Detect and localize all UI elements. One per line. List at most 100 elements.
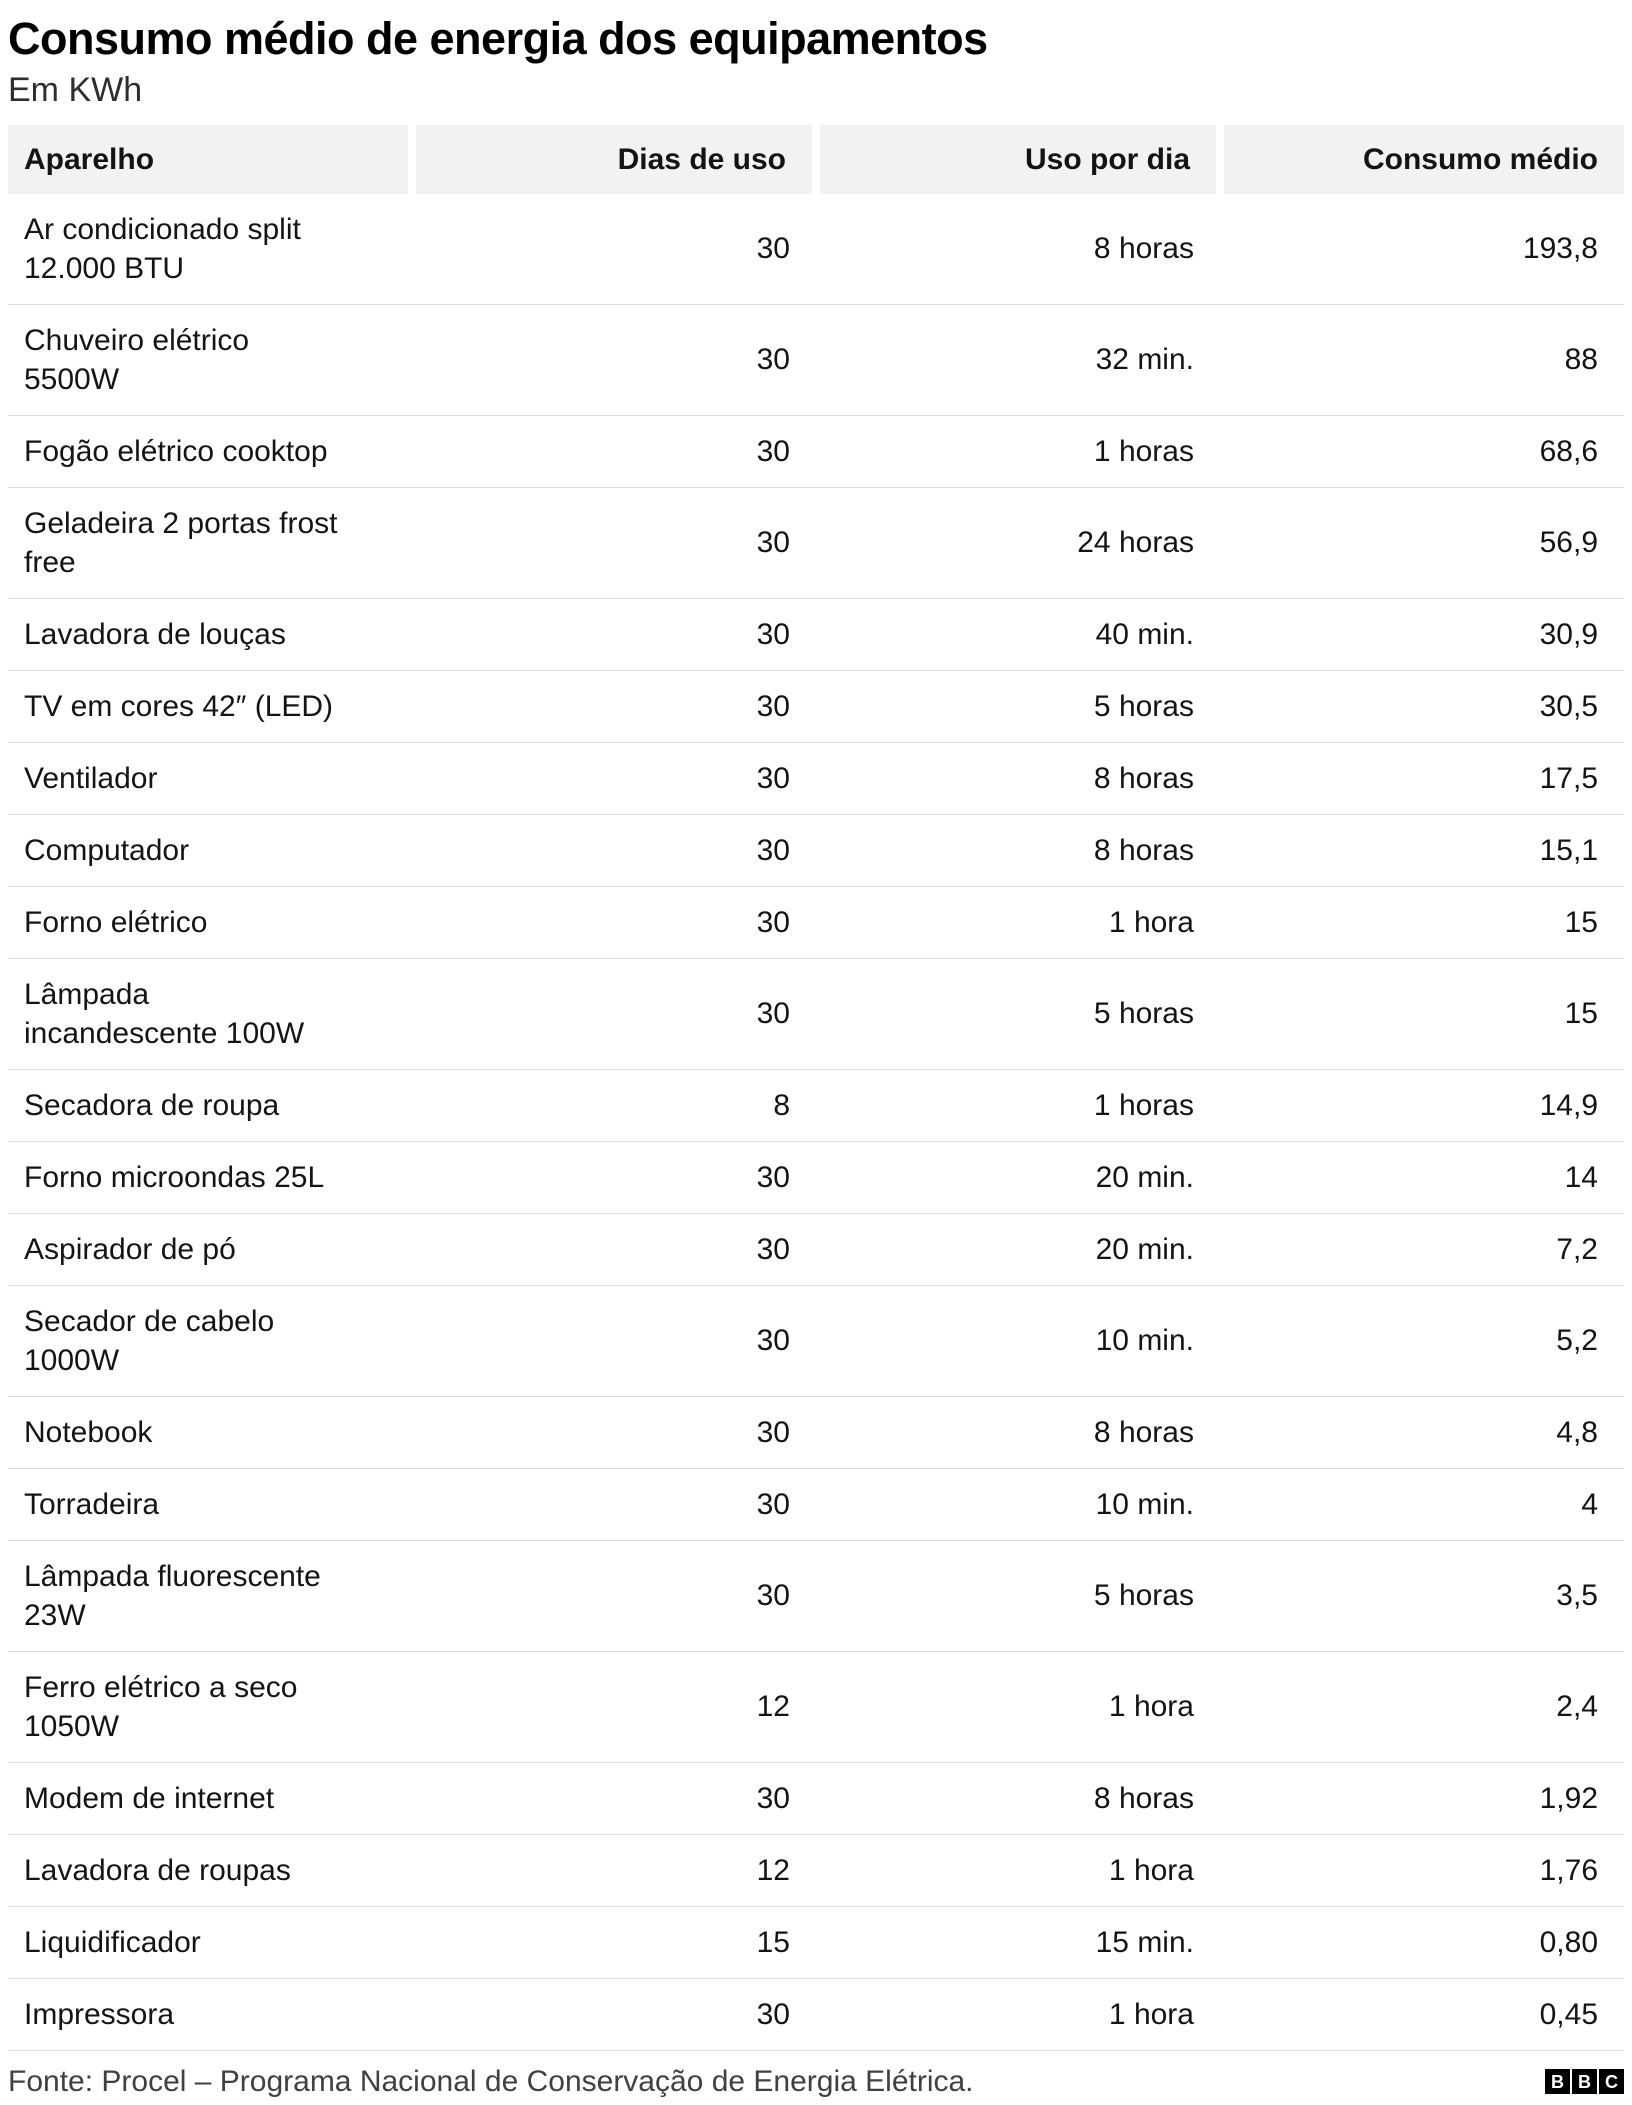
days-of-use-cell: 30 (412, 1468, 816, 1541)
appliance-cell: Secador de cabelo 1000W (8, 1285, 412, 1397)
appliance-cell: Lavadora de louças (8, 598, 412, 671)
table-body: Ar condicionado split 12.000 BTU 30 8 hora… (8, 193, 1624, 2051)
days-of-use-cell: 15 (412, 1906, 816, 1979)
avg-consumption-cell: 14 (1220, 1141, 1624, 1214)
table-row: Liquidificador 15 15 min. 0,80 (8, 1906, 1624, 1979)
use-per-day-cell: 40 min. (816, 598, 1220, 671)
avg-consumption-cell: 15 (1220, 886, 1624, 959)
avg-consumption-cell: 17,5 (1220, 742, 1624, 815)
table-row: Ferro elétrico a seco 1050W 12 1 hora 2,4 (8, 1651, 1624, 1763)
use-per-day-cell: 8 horas (816, 814, 1220, 887)
use-per-day-cell: 10 min. (816, 1468, 1220, 1541)
table-row: Secador de cabelo 1000W 30 10 min. 5,2 (8, 1285, 1624, 1397)
appliance-cell: Notebook (8, 1396, 412, 1469)
appliance-cell: Ferro elétrico a seco 1050W (8, 1651, 412, 1763)
avg-consumption-cell: 5,2 (1220, 1285, 1624, 1397)
source-note: Fonte: Procel – Programa Nacional de Con… (8, 2064, 974, 2098)
days-of-use-cell: 30 (412, 598, 816, 671)
appliance-cell: Liquidificador (8, 1906, 412, 1979)
days-of-use-cell: 30 (412, 1141, 816, 1214)
days-of-use-cell: 30 (412, 1540, 816, 1652)
avg-consumption-cell: 1,92 (1220, 1762, 1624, 1835)
table-row: Computador 30 8 horas 15,1 (8, 814, 1624, 887)
days-of-use-cell: 12 (412, 1651, 816, 1763)
appliance-cell: Chuveiro elétrico 5500W (8, 304, 412, 416)
appliance-cell: Geladeira 2 portas frost free (8, 487, 412, 599)
use-per-day-cell: 20 min. (816, 1141, 1220, 1214)
avg-consumption-cell: 4 (1220, 1468, 1624, 1541)
bbc-logo-block-3: C (1599, 2069, 1624, 2095)
days-of-use-cell: 30 (412, 304, 816, 416)
table-row: Fogão elétrico cooktop 30 1 horas 68,6 (8, 415, 1624, 488)
days-of-use-cell: 30 (412, 814, 816, 887)
use-per-day-cell: 24 horas (816, 487, 1220, 599)
days-of-use-cell: 30 (412, 1762, 816, 1835)
table-row: Lavadora de roupas 12 1 hora 1,76 (8, 1834, 1624, 1907)
appliance-cell: Ventilador (8, 742, 412, 815)
avg-consumption-cell: 1,76 (1220, 1834, 1624, 1907)
days-of-use-cell: 30 (412, 415, 816, 488)
use-per-day-cell: 1 hora (816, 1651, 1220, 1763)
avg-consumption-cell: 4,8 (1220, 1396, 1624, 1469)
use-per-day-cell: 32 min. (816, 304, 1220, 416)
table-row: Geladeira 2 portas frost free 30 24 horas 5… (8, 487, 1624, 599)
appliance-cell: Forno elétrico (8, 886, 412, 959)
appliance-cell: Secadora de roupa (8, 1069, 412, 1142)
avg-consumption-cell: 30,9 (1220, 598, 1624, 671)
days-of-use-cell: 30 (412, 487, 816, 599)
appliance-cell: Torradeira (8, 1468, 412, 1541)
avg-consumption-cell: 30,5 (1220, 670, 1624, 743)
days-of-use-cell: 30 (412, 1978, 816, 2051)
table-row: Notebook 30 8 horas 4,8 (8, 1396, 1624, 1469)
use-per-day-cell: 1 horas (816, 1069, 1220, 1142)
table-row: Modem de internet 30 8 horas 1,92 (8, 1762, 1624, 1835)
table-row: Impressora 30 1 hora 0,45 (8, 1978, 1624, 2051)
days-of-use-cell: 30 (412, 193, 816, 305)
table-row: TV em cores 42″ (LED) 30 5 horas 30,5 (8, 670, 1624, 743)
avg-consumption-cell: 7,2 (1220, 1213, 1624, 1286)
table-row: Lâmpada incandescente 100W 30 5 horas 15 (8, 958, 1624, 1070)
table-row: Forno elétrico 30 1 hora 15 (8, 886, 1624, 959)
appliance-cell: Forno microondas 25L (8, 1141, 412, 1214)
days-of-use-cell: 30 (412, 1285, 816, 1397)
days-of-use-cell: 30 (412, 1396, 816, 1469)
use-per-day-cell: 5 horas (816, 670, 1220, 743)
chart-title: Consumo médio de energia dos equipamento… (8, 13, 988, 64)
appliance-cell: Computador (8, 814, 412, 887)
table-header-row: Aparelho Dias de uso Uso por dia Consumo… (8, 124, 1624, 194)
table-row: Forno microondas 25L 30 20 min. 14 (8, 1141, 1624, 1214)
days-of-use-cell: 8 (412, 1069, 816, 1142)
avg-consumption-cell: 88 (1220, 304, 1624, 416)
use-per-day-cell: 1 hora (816, 886, 1220, 959)
bbc-logo: B B C (1545, 2069, 1624, 2095)
use-per-day-cell: 8 horas (816, 193, 1220, 305)
avg-consumption-cell: 2,4 (1220, 1651, 1624, 1763)
days-of-use-cell: 30 (412, 742, 816, 815)
column-header-aparelho: Aparelho (8, 124, 412, 194)
use-per-day-cell: 1 hora (816, 1834, 1220, 1907)
days-of-use-cell: 12 (412, 1834, 816, 1907)
bbc-logo-block-1: B (1545, 2069, 1570, 2095)
use-per-day-cell: 8 horas (816, 1762, 1220, 1835)
days-of-use-cell: 30 (412, 886, 816, 959)
use-per-day-cell: 8 horas (816, 1396, 1220, 1469)
appliance-cell: Ar condicionado split 12.000 BTU (8, 193, 412, 305)
appliance-cell: Lâmpada fluorescente 23W (8, 1540, 412, 1652)
use-per-day-cell: 15 min. (816, 1906, 1220, 1979)
days-of-use-cell: 30 (412, 1213, 816, 1286)
column-header-consumo-medio: Consumo médio (1216, 124, 1624, 194)
bbc-logo-block-2: B (1572, 2069, 1597, 2095)
avg-consumption-cell: 15,1 (1220, 814, 1624, 887)
days-of-use-cell: 30 (412, 670, 816, 743)
consumption-table: Aparelho Dias de uso Uso por dia Consumo… (8, 124, 1624, 2051)
column-header-uso-por-dia: Uso por dia (812, 124, 1220, 194)
appliance-cell: Lâmpada incandescente 100W (8, 958, 412, 1070)
appliance-cell: Impressora (8, 1978, 412, 2051)
chart-subtitle: Em KWh (8, 70, 143, 109)
use-per-day-cell: 10 min. (816, 1285, 1220, 1397)
table-row: Lavadora de louças 30 40 min. 30,9 (8, 598, 1624, 671)
footer: Fonte: Procel – Programa Nacional de Con… (8, 2051, 1624, 2105)
use-per-day-cell: 5 horas (816, 1540, 1220, 1652)
table-row: Aspirador de pó 30 20 min. 7,2 (8, 1213, 1624, 1286)
days-of-use-cell: 30 (412, 958, 816, 1070)
